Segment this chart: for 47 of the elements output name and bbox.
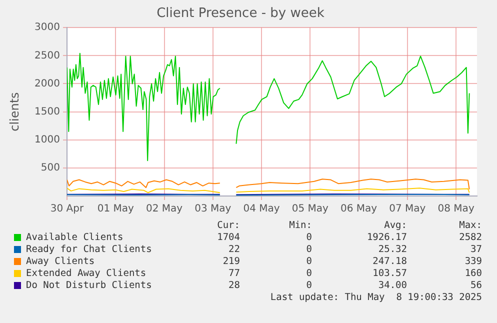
text: 77 — [228, 268, 240, 279]
x-tick-label: 04 May — [243, 204, 280, 215]
legend-label: Away Clients — [26, 256, 95, 267]
y-tick-label: 3000 — [34, 22, 60, 34]
text: 0 — [305, 280, 312, 291]
x-tick-label: 01 May — [97, 204, 134, 215]
y-tick-label: 2000 — [34, 78, 60, 90]
text: Min: — [288, 220, 312, 231]
text: 0 — [305, 256, 312, 267]
text: 103.57 — [372, 268, 407, 279]
text: 160 — [464, 268, 482, 279]
legend-label: Extended Away Clients — [26, 268, 146, 279]
y-tick-label: 500 — [40, 162, 60, 174]
y-tick-label: 2500 — [34, 50, 60, 62]
legend-label: Do Not Disturb Clients — [26, 280, 152, 291]
text: 1926.17 — [366, 232, 407, 243]
y-axis-title: clients — [7, 92, 22, 132]
text: 0 — [305, 232, 312, 243]
text: 247.18 — [372, 256, 407, 267]
text: 2582 — [458, 232, 482, 243]
x-tick-label: 06 May — [340, 204, 378, 215]
x-tick-label: 07 May — [389, 204, 426, 215]
text: Max: — [458, 220, 482, 231]
y-tick-label: 1000 — [34, 134, 60, 146]
x-tick-label: 05 May — [292, 204, 329, 215]
text: 1704 — [216, 232, 240, 243]
text: 22 — [228, 244, 240, 255]
text: 219 — [222, 256, 240, 267]
text: 56 — [470, 280, 482, 291]
text: 0 — [305, 244, 312, 255]
text: Cur: — [216, 220, 240, 231]
x-tick-label: 08 May — [438, 204, 474, 215]
text: 25.32 — [377, 244, 407, 255]
x-tick-label: 02 May — [146, 204, 183, 215]
text: 37 — [470, 244, 482, 255]
x-tick-label: 30 Apr — [50, 204, 84, 215]
legend-label: Available Clients — [26, 232, 124, 243]
text: 34.00 — [377, 280, 407, 291]
y-tick-label: 1500 — [34, 106, 60, 118]
chart-title: Client Presence - by week — [156, 6, 325, 22]
x-tick-label: 03 May — [194, 204, 232, 215]
text: Avg: — [383, 220, 407, 231]
text: Last update: Thu May 8 19:00:33 2025 — [269, 292, 483, 304]
text: 28 — [228, 280, 240, 291]
text: 0 — [305, 268, 312, 279]
legend-label: Ready for Chat Clients — [26, 244, 152, 255]
text: 339 — [464, 256, 482, 267]
